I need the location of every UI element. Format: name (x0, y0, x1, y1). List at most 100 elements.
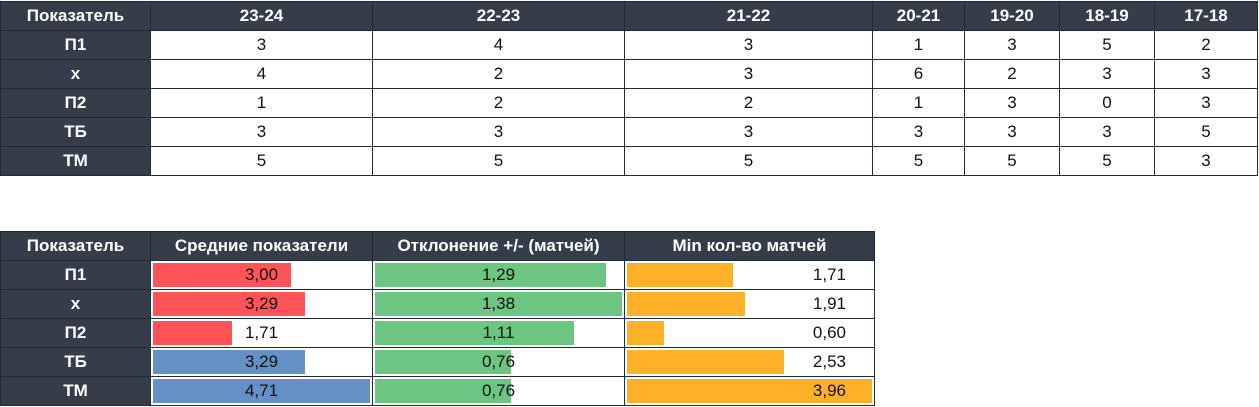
header-min-matches: Min кол-во матчей (624, 231, 875, 261)
table-cell: 3 (150, 30, 373, 60)
table-cell: 1 (872, 30, 965, 60)
min-matches-value: 1,71 (812, 265, 846, 284)
deviation-cell: 1,38 (372, 289, 625, 319)
average-value: 3,00 (244, 265, 279, 284)
table-cell: 3 (964, 117, 1060, 147)
average-cell: 1,71 (150, 318, 373, 348)
table-row: П1 3,00 1,29 1,71 (0, 260, 875, 290)
summary-table: Показатель Средние показатели Отклонение… (0, 231, 875, 406)
average-value: 3,29 (244, 352, 279, 371)
average-data-bar (153, 263, 292, 287)
header-season: 17-18 (1154, 1, 1258, 31)
header-average: Средние показатели (150, 231, 373, 261)
average-data-bar (153, 321, 232, 345)
table-row: П2 1,71 1,11 0,60 (0, 318, 875, 348)
seasons-table: Показатель 23-24 22-23 21-22 20-21 19-20… (0, 1, 1258, 176)
table-cell: 0 (1059, 88, 1155, 118)
deviation-data-bar (375, 292, 622, 316)
min-matches-value: 1,91 (812, 294, 846, 313)
row-label: ТБ (0, 347, 151, 377)
deviation-data-bar (375, 263, 606, 287)
deviation-value: 1,29 (481, 265, 516, 284)
table-cell: 5 (964, 146, 1060, 176)
header-season: 19-20 (964, 1, 1060, 31)
table-cell: 4 (372, 30, 625, 60)
row-label: ТМ (0, 376, 151, 406)
header-season: 20-21 (872, 1, 965, 31)
table-row: П2 1 2 2 1 3 0 3 (0, 88, 1258, 118)
table-cell: 4 (150, 59, 373, 89)
table-cell: 2 (1154, 30, 1258, 60)
table-cell: 3 (150, 117, 373, 147)
deviation-cell: 0,76 (372, 347, 625, 377)
table-cell: 6 (872, 59, 965, 89)
row-label: П2 (0, 88, 151, 118)
deviation-value: 0,76 (481, 381, 516, 400)
table-cell: 3 (872, 117, 965, 147)
average-data-bar (153, 350, 305, 374)
table-row: ТБ 3,29 0,76 2,53 (0, 347, 875, 377)
min-matches-data-bar (627, 321, 665, 345)
deviation-value: 1,38 (481, 294, 516, 313)
average-cell: 3,29 (150, 289, 373, 319)
min-matches-data-bar (627, 292, 746, 316)
min-matches-data-bar (627, 263, 733, 287)
summary-header-row: Показатель Средние показатели Отклонение… (0, 231, 875, 261)
min-matches-value: 3,96 (812, 381, 846, 400)
row-label: ТМ (0, 146, 151, 176)
table-row: х 3,29 1,38 1,91 (0, 289, 875, 319)
min-matches-cell: 1,91 (624, 289, 875, 319)
average-data-bar (153, 292, 305, 316)
table-row: ТМ 4,71 0,76 3,96 (0, 376, 875, 406)
table-cell: 3 (1154, 59, 1258, 89)
header-indicator: Показатель (0, 1, 151, 31)
table-cell: 1 (872, 88, 965, 118)
table-cell: 3 (624, 30, 873, 60)
table-cell: 3 (372, 117, 625, 147)
average-cell: 3,29 (150, 347, 373, 377)
table-cell: 5 (872, 146, 965, 176)
average-value: 1,71 (244, 323, 279, 342)
min-matches-data-bar (627, 379, 872, 403)
table-cell: 2 (372, 88, 625, 118)
min-matches-cell: 2,53 (624, 347, 875, 377)
header-season: 23-24 (150, 1, 373, 31)
average-value: 4,71 (244, 381, 279, 400)
table-cell: 2 (964, 59, 1060, 89)
average-cell: 4,71 (150, 376, 373, 406)
table-row: ТМ 5 5 5 5 5 5 3 (0, 146, 1258, 176)
table-cell: 2 (372, 59, 625, 89)
min-matches-cell: 3,96 (624, 376, 875, 406)
table-cell: 3 (1059, 117, 1155, 147)
header-deviation: Отклонение +/- (матчей) (372, 231, 625, 261)
deviation-value: 1,11 (482, 323, 515, 342)
deviation-data-bar (375, 321, 574, 345)
table-cell: 5 (624, 146, 873, 176)
table-cell: 3 (1154, 88, 1258, 118)
row-label: ТБ (0, 117, 151, 147)
table-cell: 3 (1154, 146, 1258, 176)
row-label: П2 (0, 318, 151, 348)
row-label: П1 (0, 30, 151, 60)
table-cell: 3 (964, 88, 1060, 118)
header-season: 22-23 (372, 1, 625, 31)
table-row: П1 3 4 3 1 3 5 2 (0, 30, 1258, 60)
header-season: 18-19 (1059, 1, 1155, 31)
row-label: х (0, 289, 151, 319)
average-cell: 3,00 (150, 260, 373, 290)
min-matches-data-bar (627, 350, 784, 374)
min-matches-value: 2,53 (812, 352, 846, 371)
deviation-cell: 1,29 (372, 260, 625, 290)
table-cell: 5 (1059, 30, 1155, 60)
table-cell: 3 (624, 59, 873, 89)
table-cell: 5 (372, 146, 625, 176)
deviation-value: 0,76 (481, 352, 516, 371)
min-matches-cell: 0,60 (624, 318, 875, 348)
table-cell: 3 (1059, 59, 1155, 89)
table-cell: 3 (964, 30, 1060, 60)
average-data-bar (153, 379, 370, 403)
deviation-data-bar (375, 379, 512, 403)
seasons-header-row: Показатель 23-24 22-23 21-22 20-21 19-20… (0, 1, 1258, 31)
table-cell: 3 (624, 117, 873, 147)
